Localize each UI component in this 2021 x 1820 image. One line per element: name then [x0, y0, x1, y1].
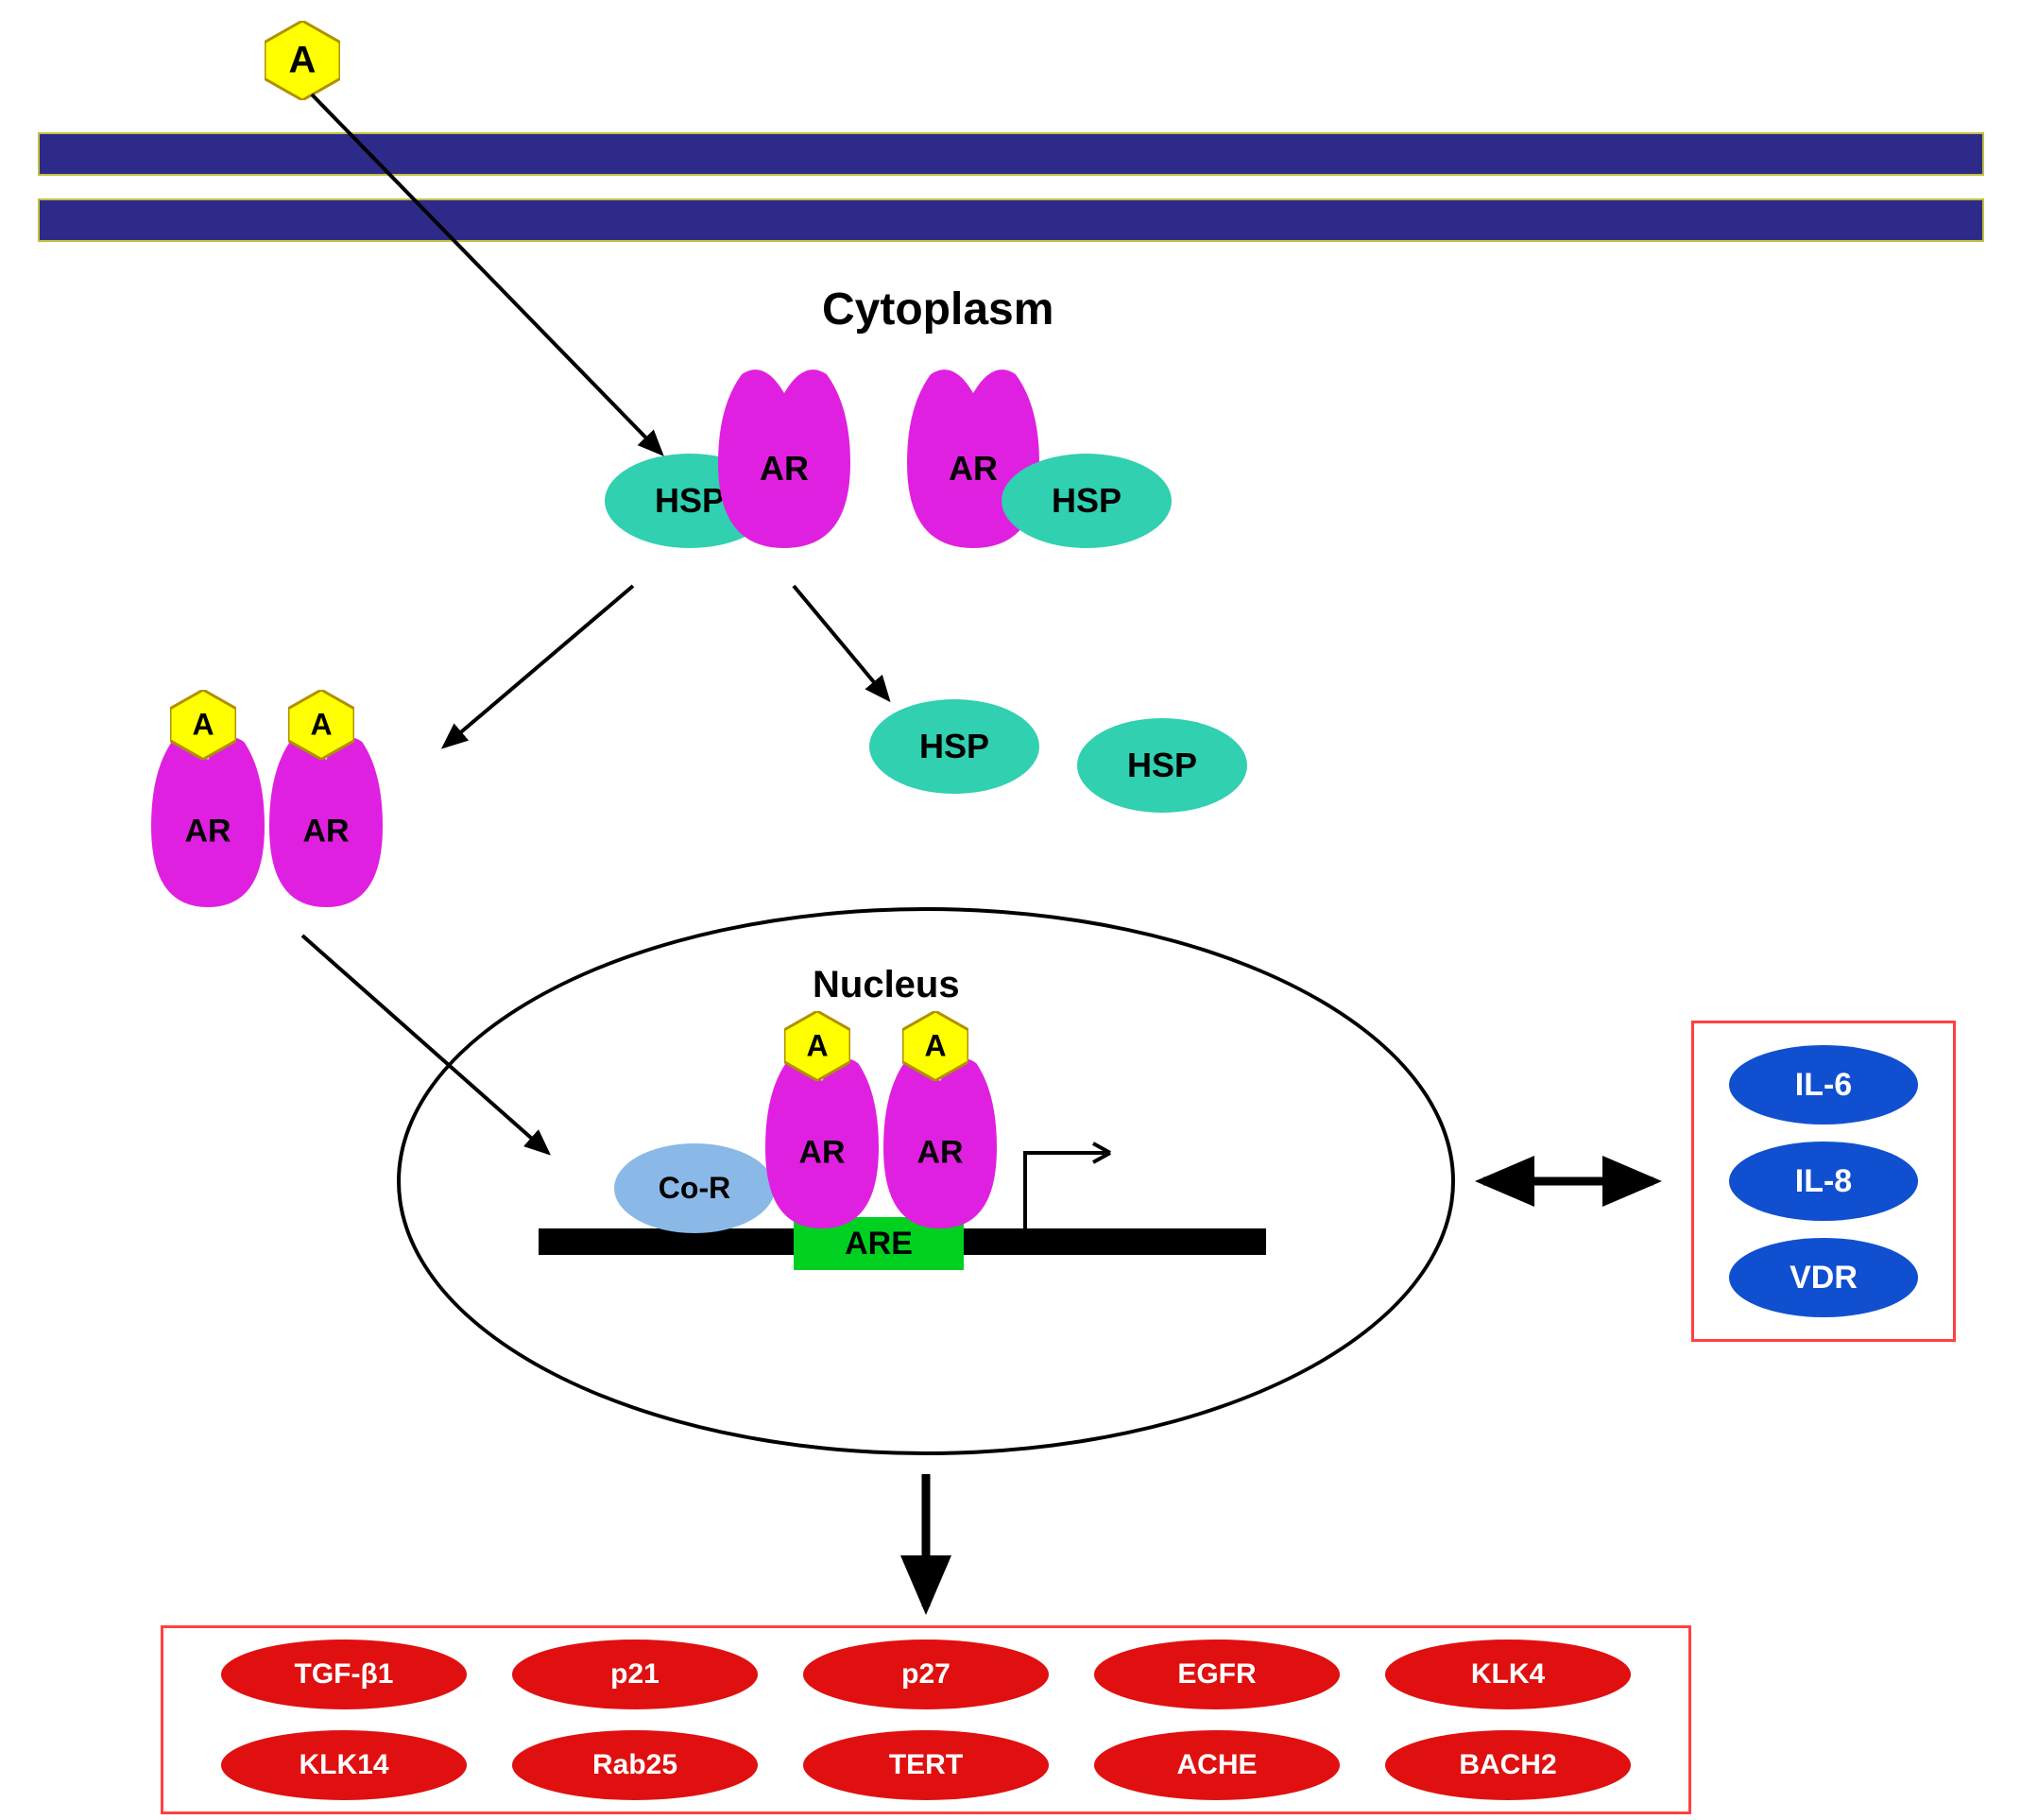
bottom-protein-p21: p21 — [512, 1640, 758, 1709]
right-protein-vdr: VDR — [1729, 1238, 1918, 1317]
diagram-canvas: ACytoplasmHSPARARHSPHSPHSPARARAANucleusA… — [0, 0, 2021, 1820]
right-protein-il-8: IL-8 — [1729, 1142, 1918, 1221]
bottom-protein-tgf-1: TGF-β1 — [221, 1640, 467, 1709]
bottom-protein-bach2: BACH2 — [1385, 1730, 1631, 1800]
right-protein-il-6: IL-6 — [1729, 1045, 1918, 1125]
bottom-protein-tert: TERT — [803, 1730, 1049, 1800]
arrow-nucleus-to-right — [0, 0, 2021, 1820]
bottom-protein-ache: ACHE — [1094, 1730, 1340, 1800]
bottom-protein-egfr: EGFR — [1094, 1640, 1340, 1709]
bottom-protein-klk14: KLK14 — [221, 1730, 467, 1800]
bottom-protein-rab25: Rab25 — [512, 1730, 758, 1800]
bottom-protein-p27: p27 — [803, 1640, 1049, 1709]
bottom-protein-klk4: KLK4 — [1385, 1640, 1631, 1709]
